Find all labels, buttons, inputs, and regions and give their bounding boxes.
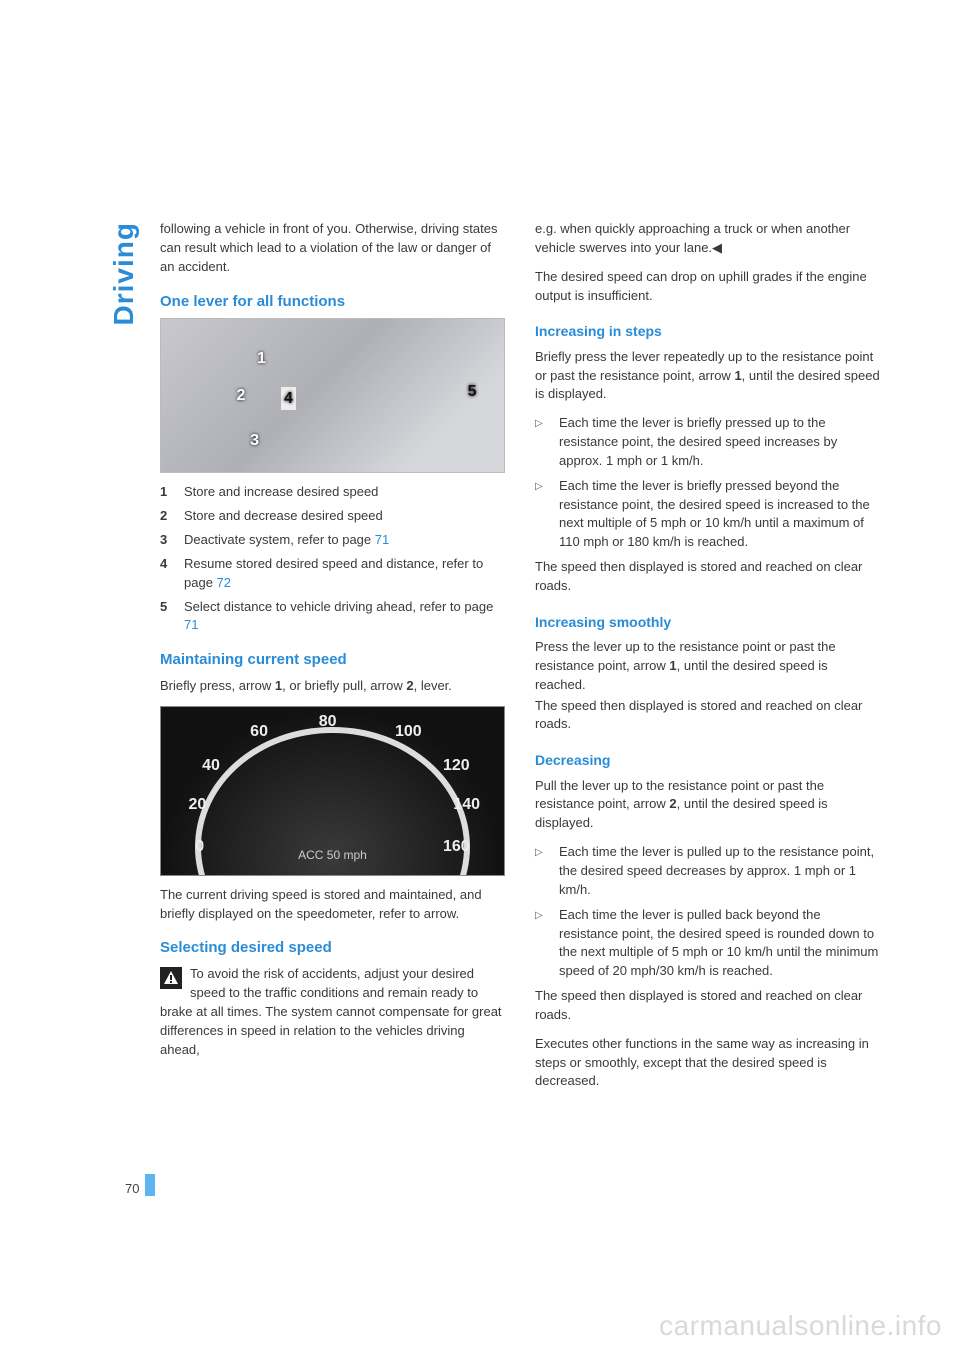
bullet-item: ▷ Each time the lever is pulled up to th… (535, 843, 880, 900)
bullet-item: ▷ Each time the lever is briefly pressed… (535, 414, 880, 471)
txt: Briefly press, arrow (160, 678, 275, 693)
speedo-tick: 120 (443, 754, 470, 777)
txt: , lever. (414, 678, 452, 693)
page-link[interactable]: 71 (184, 617, 198, 632)
list-item: 2 Store and decrease desired speed (160, 507, 505, 526)
speedometer-figure: 0 20 40 60 80 100 120 140 160 ACC 50 mph (160, 706, 505, 876)
legend-text: Resume stored desired speed and distance… (184, 555, 505, 593)
section-tab: Driving (108, 222, 140, 325)
warning-paragraph: To avoid the risk of accidents, adjust y… (160, 965, 505, 1059)
bullet-text: Each time the lever is pulled back beyon… (559, 906, 880, 981)
speedo-tick: 140 (453, 793, 480, 816)
inc-smooth-paragraph: Press the lever up to the resistance poi… (535, 638, 880, 695)
legend-pre: Deactivate system, refer to page (184, 532, 375, 547)
fig1-label-1: 1 (257, 347, 266, 370)
left-column: following a vehicle in front of you. Oth… (160, 220, 505, 1101)
fig1-label-3: 3 (250, 429, 259, 452)
warning-icon (160, 967, 182, 989)
legend-text: Deactivate system, refer to page 71 (184, 531, 505, 550)
right-column: e.g. when quickly approaching a truck or… (535, 220, 880, 1101)
page-link[interactable]: 72 (217, 575, 231, 590)
dec-after: The speed then displayed is stored and r… (535, 987, 880, 1025)
lever-legend-list: 1 Store and increase desired speed 2 Sto… (160, 483, 505, 635)
page-body: following a vehicle in front of you. Oth… (160, 220, 880, 1101)
intro-paragraph: following a vehicle in front of you. Oth… (160, 220, 505, 277)
legend-num: 4 (160, 555, 172, 593)
legend-text: Store and decrease desired speed (184, 507, 505, 526)
bullet-item: ▷ Each time the lever is briefly pressed… (535, 477, 880, 552)
speedo-tick: 20 (188, 793, 206, 816)
legend-num: 2 (160, 507, 172, 526)
fig1-label-2: 2 (236, 384, 245, 407)
bold-ref: 1 (669, 658, 676, 673)
speedo-tick: 100 (395, 720, 422, 743)
speedo-tick: 40 (202, 754, 220, 777)
page-number-block: 70 (125, 1174, 155, 1196)
cont-paragraph-2: The desired speed can drop on uphill gra… (535, 268, 880, 306)
bullet-icon: ▷ (535, 843, 549, 900)
legend-num: 3 (160, 531, 172, 550)
heading-maintain: Maintaining current speed (160, 649, 505, 671)
heading-decreasing: Decreasing (535, 750, 880, 770)
watermark: carmanualsonline.info (659, 1310, 942, 1342)
list-item: 5 Select distance to vehicle driving ahe… (160, 598, 505, 636)
list-item: 3 Deactivate system, refer to page 71 (160, 531, 505, 550)
page-link[interactable]: 71 (375, 532, 389, 547)
page-bar-icon (145, 1174, 155, 1196)
bullet-icon: ▷ (535, 477, 549, 552)
page-number: 70 (125, 1181, 139, 1196)
dec-after-2: Executes other functions in the same way… (535, 1035, 880, 1092)
lever-figure: 1 2 3 4 5 (160, 318, 505, 473)
heading-selecting: Selecting desired speed (160, 937, 505, 959)
legend-num: 1 (160, 483, 172, 502)
bullet-icon: ▷ (535, 414, 549, 471)
inc-smooth-after: The speed then displayed is stored and r… (535, 697, 880, 735)
heading-inc-steps: Increasing in steps (535, 321, 880, 341)
fig1-label-5: 5 (468, 380, 477, 403)
speedo-tick: 60 (250, 720, 268, 743)
maintain-paragraph: Briefly press, arrow 1, or briefly pull,… (160, 677, 505, 696)
inc-steps-after: The speed then displayed is stored and r… (535, 558, 880, 596)
fig1-label-4: 4 (281, 387, 296, 410)
legend-pre: Select distance to vehicle driving ahead… (184, 599, 493, 614)
speedo-acc-label: ACC 50 mph (161, 847, 504, 864)
bold-ref: 1 (734, 368, 741, 383)
bullet-text: Each time the lever is briefly pressed b… (559, 477, 880, 552)
bullet-text: Each time the lever is briefly pressed u… (559, 414, 880, 471)
txt: , or briefly pull, arrow (282, 678, 406, 693)
bullet-icon: ▷ (535, 906, 549, 981)
warning-text: To avoid the risk of accidents, adjust y… (160, 966, 502, 1056)
txt: e.g. when quickly approaching a truck or… (535, 221, 850, 255)
heading-one-lever: One lever for all functions (160, 291, 505, 313)
speedo-tick: 80 (319, 710, 337, 733)
legend-text: Select distance to vehicle driving ahead… (184, 598, 505, 636)
maintain-after-paragraph: The current driving speed is stored and … (160, 886, 505, 924)
list-item: 1 Store and increase desired speed (160, 483, 505, 502)
list-item: 4 Resume stored desired speed and distan… (160, 555, 505, 593)
bold-ref: 2 (406, 678, 413, 693)
dec-paragraph: Pull the lever up to the resistance poin… (535, 777, 880, 834)
bullet-text: Each time the lever is pulled up to the … (559, 843, 880, 900)
bold-ref: 2 (669, 796, 676, 811)
heading-inc-smooth: Increasing smoothly (535, 612, 880, 632)
bullet-item: ▷ Each time the lever is pulled back bey… (535, 906, 880, 981)
end-mark-icon: ◀ (712, 240, 722, 255)
legend-num: 5 (160, 598, 172, 636)
cont-paragraph: e.g. when quickly approaching a truck or… (535, 220, 880, 258)
inc-steps-paragraph: Briefly press the lever repeatedly up to… (535, 348, 880, 405)
legend-text: Store and increase desired speed (184, 483, 505, 502)
